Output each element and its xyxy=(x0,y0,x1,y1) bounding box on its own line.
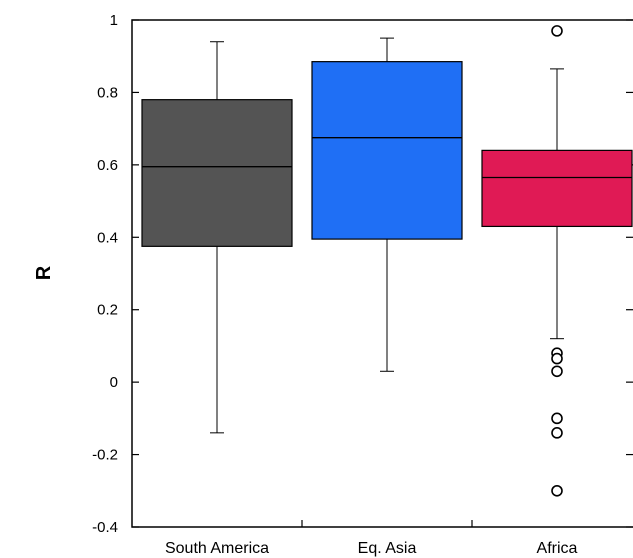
box-eq-asia xyxy=(311,37,463,372)
y-tick-label: -0.4 xyxy=(92,519,118,536)
plot-area xyxy=(141,25,633,497)
x-axis: South America Eq. Asia Africa xyxy=(165,520,578,557)
y-tick-label: 1 xyxy=(110,12,118,29)
y-axis-title: R xyxy=(33,265,55,280)
y-tick-label: 0.8 xyxy=(97,84,118,101)
outlier-point xyxy=(551,427,563,439)
box-iqr xyxy=(311,61,463,240)
box-south-america xyxy=(141,41,293,434)
plot-frame xyxy=(131,19,633,528)
outlier-point xyxy=(551,25,563,37)
outlier-point xyxy=(551,365,563,378)
y-tick-label: 0.2 xyxy=(97,302,118,319)
box-iqr xyxy=(141,99,293,247)
y-tick-label: 0.4 xyxy=(97,229,118,246)
y-tick-label: 0.6 xyxy=(97,157,118,174)
x-category-label: South America xyxy=(165,540,269,557)
x-category-label: Africa xyxy=(537,540,578,557)
y-tick-label: 0 xyxy=(110,374,118,391)
y-tick-label: -0.2 xyxy=(92,447,118,464)
x-category-label: Eq. Asia xyxy=(358,540,417,557)
box-iqr xyxy=(481,149,633,228)
outlier-point xyxy=(551,484,563,497)
y-axis: -0.4 -0.2 0 0.2 0.4 0.6 0.8 1 xyxy=(92,12,633,536)
box-africa xyxy=(481,25,633,497)
outlier-point xyxy=(551,412,563,425)
outlier-point xyxy=(551,352,563,365)
